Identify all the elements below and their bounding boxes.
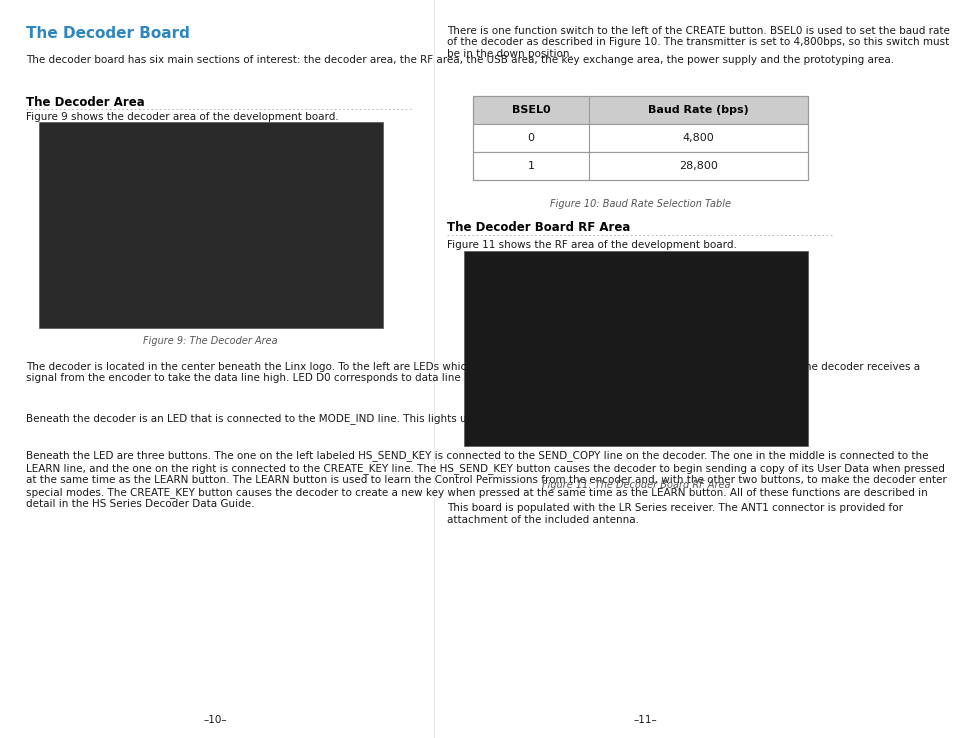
FancyBboxPatch shape [39, 122, 382, 328]
Text: Figure 9 shows the decoder area of the development board.: Figure 9 shows the decoder area of the d… [26, 112, 338, 123]
Text: Figure 10: Baud Rate Selection Table: Figure 10: Baud Rate Selection Table [550, 199, 730, 210]
Text: Baud Rate (bps): Baud Rate (bps) [648, 105, 748, 115]
Text: 4,800: 4,800 [682, 133, 714, 143]
Text: 0: 0 [527, 133, 534, 143]
Text: –10–: –10– [203, 714, 227, 725]
Text: –11–: –11– [633, 714, 657, 725]
FancyBboxPatch shape [473, 152, 807, 180]
Text: Beneath the decoder is an LED that is connected to the MODE_IND line. This light: Beneath the decoder is an LED that is co… [26, 413, 740, 424]
Text: The decoder board has six main sections of interest: the decoder area, the RF ar: The decoder board has six main sections … [26, 55, 893, 66]
Text: This board is populated with the LR Series receiver. The ANT1 connector is provi: This board is populated with the LR Seri… [447, 503, 902, 525]
Text: Figure 9: The Decoder Area: Figure 9: The Decoder Area [143, 336, 277, 346]
Text: The Decoder Board RF Area: The Decoder Board RF Area [447, 221, 630, 235]
Text: 1: 1 [527, 161, 534, 171]
Text: The Decoder Area: The Decoder Area [26, 96, 145, 109]
Text: Beneath the LED are three buttons. The one on the left labeled HS_SEND_KEY is co: Beneath the LED are three buttons. The o… [26, 450, 945, 509]
FancyBboxPatch shape [464, 251, 807, 446]
FancyBboxPatch shape [473, 124, 807, 152]
Text: The Decoder Board: The Decoder Board [26, 26, 190, 41]
Text: 28,800: 28,800 [679, 161, 718, 171]
Text: There is one function switch to the left of the CREATE button. BSEL0 is used to : There is one function switch to the left… [447, 26, 949, 59]
Text: Figure 11 shows the RF area of the development board.: Figure 11 shows the RF area of the devel… [447, 240, 737, 250]
FancyBboxPatch shape [473, 96, 807, 124]
Text: The decoder is located in the center beneath the Linx logo. To the left are LEDs: The decoder is located in the center ben… [26, 362, 919, 383]
Text: BSEL0: BSEL0 [511, 105, 550, 115]
Text: Figure 11: The Decoder Board RF Area: Figure 11: The Decoder Board RF Area [541, 480, 730, 490]
